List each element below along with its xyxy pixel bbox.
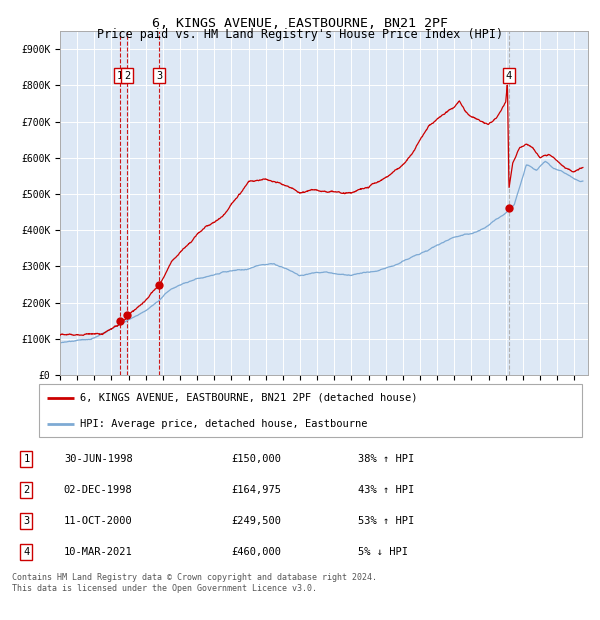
Text: 2: 2 (23, 485, 29, 495)
Text: 3: 3 (23, 516, 29, 526)
FancyBboxPatch shape (39, 384, 582, 437)
Text: 6, KINGS AVENUE, EASTBOURNE, BN21 2PF: 6, KINGS AVENUE, EASTBOURNE, BN21 2PF (152, 17, 448, 30)
Text: 11-OCT-2000: 11-OCT-2000 (64, 516, 133, 526)
Text: HPI: Average price, detached house, Eastbourne: HPI: Average price, detached house, East… (80, 419, 367, 429)
Text: 10-MAR-2021: 10-MAR-2021 (64, 547, 133, 557)
Text: 43% ↑ HPI: 43% ↑ HPI (358, 485, 414, 495)
Text: 53% ↑ HPI: 53% ↑ HPI (358, 516, 414, 526)
Text: Price paid vs. HM Land Registry's House Price Index (HPI): Price paid vs. HM Land Registry's House … (97, 28, 503, 41)
Text: 1: 1 (117, 71, 123, 81)
Text: 30-JUN-1998: 30-JUN-1998 (64, 454, 133, 464)
Text: 4: 4 (23, 547, 29, 557)
Text: £460,000: £460,000 (231, 547, 281, 557)
Text: £150,000: £150,000 (231, 454, 281, 464)
Text: £164,975: £164,975 (231, 485, 281, 495)
Text: 5% ↓ HPI: 5% ↓ HPI (358, 547, 407, 557)
Text: 6, KINGS AVENUE, EASTBOURNE, BN21 2PF (detached house): 6, KINGS AVENUE, EASTBOURNE, BN21 2PF (d… (80, 392, 417, 402)
Text: 1: 1 (23, 454, 29, 464)
Text: 02-DEC-1998: 02-DEC-1998 (64, 485, 133, 495)
Text: 2: 2 (124, 71, 130, 81)
Text: Contains HM Land Registry data © Crown copyright and database right 2024.
This d: Contains HM Land Registry data © Crown c… (12, 574, 377, 593)
Text: £249,500: £249,500 (231, 516, 281, 526)
Text: 38% ↑ HPI: 38% ↑ HPI (358, 454, 414, 464)
Text: 4: 4 (506, 71, 512, 81)
Text: 3: 3 (156, 71, 162, 81)
